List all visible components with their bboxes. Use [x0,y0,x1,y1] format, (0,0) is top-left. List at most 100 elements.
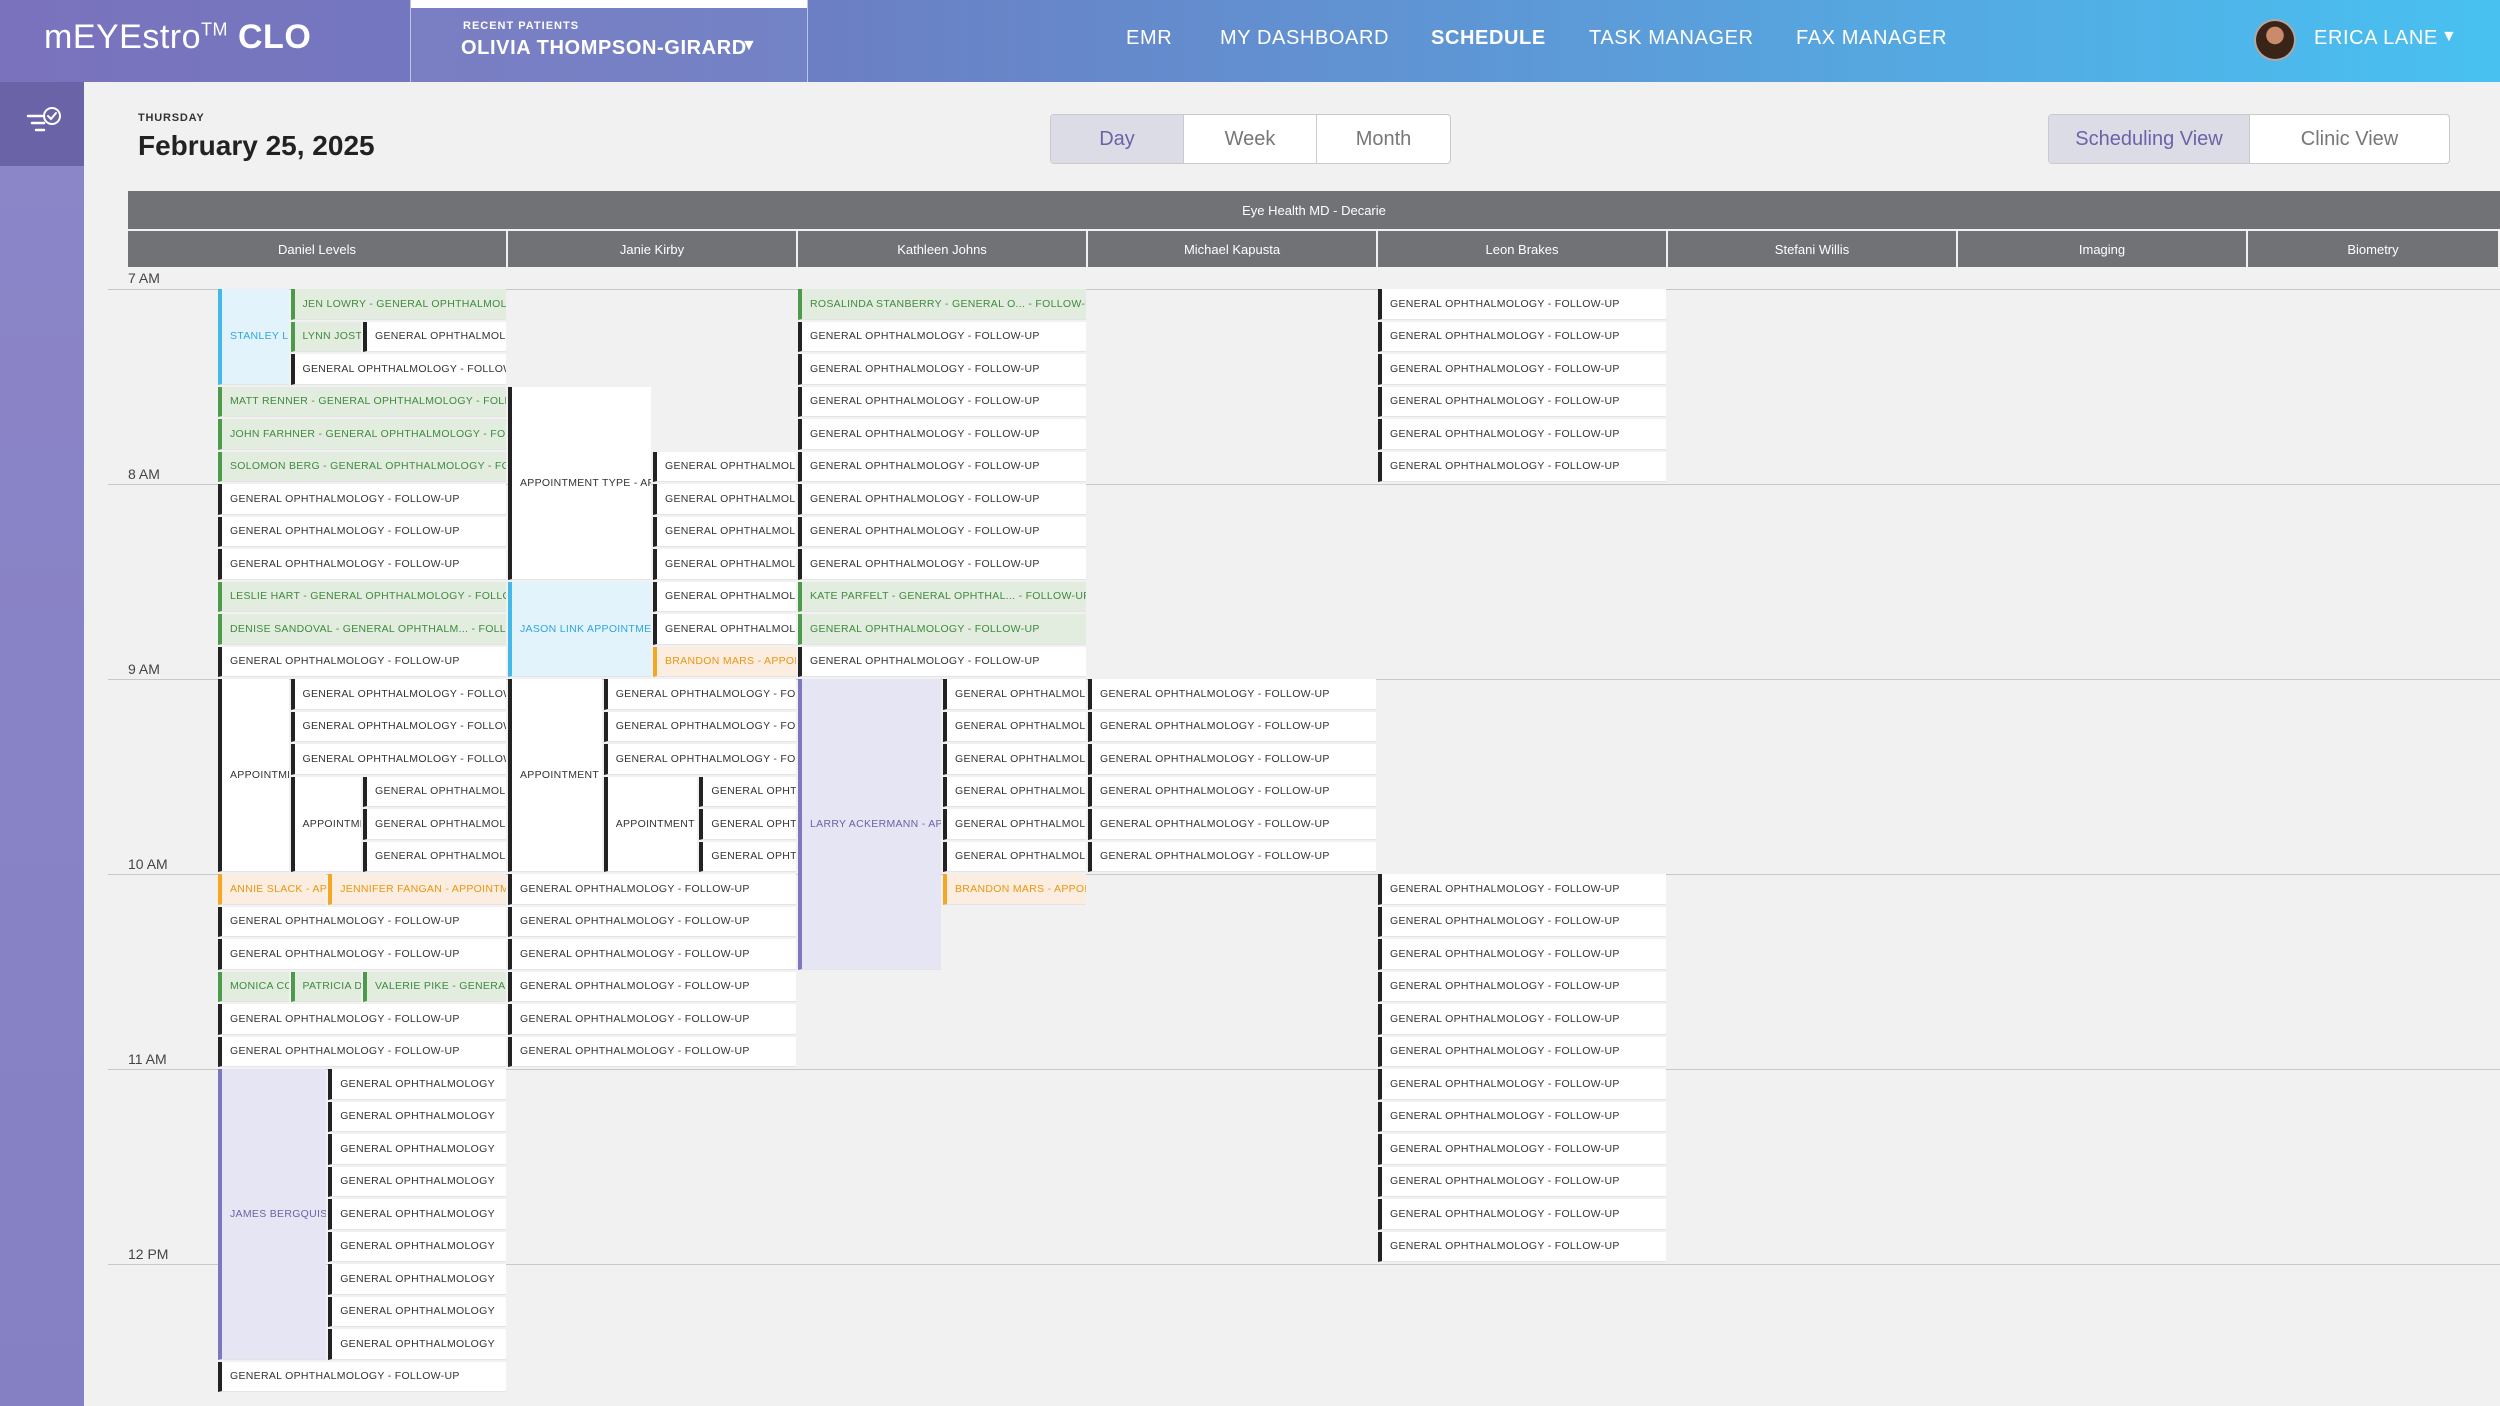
appointment-block[interactable]: GENERAL OPHTHALMOLOGY [653,614,796,645]
column-header-imaging[interactable]: Imaging [1958,231,2248,267]
appointment-block[interactable]: GENERAL OPHTHALMOLOGY - FOLLOW-UP [1378,1036,1666,1067]
appointment-block[interactable]: APPOINTMENT TYPE [508,679,602,872]
appointment-block[interactable]: GENERAL OPHTHALMOLOGY - FOLLOW-UP [290,711,506,742]
nav-emr[interactable]: EMR [1126,27,1173,49]
nav-task-manager[interactable]: TASK MANAGER [1589,27,1754,49]
appointment-block[interactable]: GENERAL OPHTHALMOLOGY - FOLLOW-UP [1088,841,1376,872]
appointment-block[interactable]: GENERAL OPHTHALMOLOGY - FOLLOW-UP [1378,1134,1666,1165]
column-header-leon-brakes[interactable]: Leon Brakes [1378,231,1668,267]
appointment-block[interactable]: GENERAL OPHTHALMOLOGY - FOLLOW-UP [508,1036,796,1067]
appointment-block[interactable]: LYNN JOST - GENERAL OPHTHALMOLOGY [290,321,361,352]
appointment-block[interactable]: GENERAL OPHTHALMOLOGY - FOLLOW-UP [1378,354,1666,385]
appointment-block[interactable]: GENERAL OPHTHALMOLOGY - FOLLOW-UP [508,874,796,905]
appointment-block[interactable]: GENERAL OPHTHALMOLOGY [328,1329,506,1360]
appointment-block[interactable]: GENERAL OPHTHALMOLOGY [943,841,1086,872]
appointment-block[interactable]: GENERAL OPHTHALMOLOGY - FOLLOW-UP [290,354,506,385]
appointment-block[interactable]: GENERAL OPHTHALMOLOGY - FOLLOW-UP [218,939,506,970]
column-header-kathleen-johns[interactable]: Kathleen Johns [798,231,1088,267]
appointment-block[interactable]: GENERAL OPHTHALMOLOGY - FOLLOW-UP [1378,906,1666,937]
user-name[interactable]: ERICA LANE [2314,27,2438,49]
appointment-block[interactable]: GENERAL OPHTHALMOLOGY [328,1069,506,1100]
appointment-block[interactable]: GENERAL OPHTHALMOLOGY [328,1231,506,1262]
appointment-block[interactable]: GENERAL OPHTHALMOLOGY - FOLLOW-UP [798,386,1086,417]
appointment-block[interactable]: GENERAL OPHTHALMOLOGY - FOLLOW-UP [603,744,796,775]
appointment-block[interactable]: BRANDON MARS - APPOINTMENT [943,874,1086,905]
appointment-block[interactable]: GENERAL OPHTHALMOLOGY - FOLLOW-UP [1378,386,1666,417]
appointment-block[interactable]: JENNIFER FANGAN - APPOINTMENT [328,874,506,905]
appointment-block[interactable]: JOHN FARHNER - GENERAL OPHTHALMOLOGY - F… [218,419,506,450]
appointment-block[interactable]: GENERAL OPHTHALMOLOGY - FOLLOW-UP [290,679,506,710]
appointment-block[interactable]: GENERAL OPHTHALMOLOGY - FOLLOW-UP [798,354,1086,385]
appointment-block[interactable]: GENERAL OPHTHALMOLOGY - FOLLOW-UP [798,549,1086,580]
appointment-block[interactable]: APPOINTMENT TYPE [290,776,361,872]
appointment-block[interactable]: MONICA CONROY [218,971,289,1002]
scheduling-view-button[interactable]: Scheduling View [2049,115,2250,163]
appointment-block[interactable]: ROSALINDA STANBERRY - GENERAL O... - FOL… [798,289,1086,320]
appointment-block[interactable]: GENERAL OPHTHALMOLOGY [328,1296,506,1327]
appointment-block[interactable]: GENERAL OPHTHALMOLOGY [328,1166,506,1197]
appointment-block[interactable]: GENERAL OPHTHALMOLOGY - FOLLOW-UP [1088,809,1376,840]
nav-my-dashboard[interactable]: MY DASHBOARD [1220,27,1390,49]
appointment-block[interactable]: GENERAL OPHTHALMOLOGY - FOLLOW-UP [1378,1231,1666,1262]
appointment-block[interactable]: JASON LINK APPOINTMENT [508,581,651,677]
appointment-block[interactable]: GENERAL OPHTHALMOLOGY - FOLLOW-UP [1378,451,1666,482]
app-logo[interactable]: mEYEstroTM CLO [44,18,311,57]
appointment-block[interactable]: GENERAL OPHTHALMOLOGY - FOLLOW-UP [798,614,1086,645]
appointment-block[interactable]: GENERAL OPHTHALMOLOGY - FOLLOW-UP [1378,1101,1666,1132]
appointment-block[interactable]: GENERAL OPHTHALMOLOGY - FOLLOW-UP [1378,971,1666,1002]
appointment-block[interactable]: GENERAL OPHTHALMOLOGY - FOLLOW-UP [1378,939,1666,970]
appointment-block[interactable]: GENERAL OPHTHALMOLOGY - FOLLOW-UP [603,679,796,710]
appointment-block[interactable]: GENERAL OPHTHALMOLOGY - FOLLOW-UP [798,484,1086,515]
appointment-block[interactable]: JEN LOWRY - GENERAL OPHTHALMOLOGY - FOLL… [290,289,506,320]
appointment-block[interactable]: GENERAL OPHTHALMOLOGY [943,744,1086,775]
appointment-block[interactable]: GENERAL OPHTHALMOLOGY - FOLLOW-UP [218,1361,506,1392]
user-menu-chevron-down-icon[interactable]: ▼ [2441,28,2457,45]
range-week-button[interactable]: Week [1184,115,1317,163]
appointment-block[interactable]: GENERAL OPHTHALMOLOGY - FOLLOW-UP [1088,711,1376,742]
appointment-block[interactable]: STANLEY LEE - APPOINTMENT TYPE [218,289,289,385]
appointment-block[interactable]: GENERAL OPHTHALMOLOGY - FOLLOW-UP [1378,1004,1666,1035]
appointment-block[interactable]: GENERAL OPHTHALMOLOGY - FOLLOW-UP [218,549,506,580]
appointment-block[interactable]: GENERAL OPHTHALMOLOGY [699,841,796,872]
column-header-stefani-willis[interactable]: Stefani Willis [1668,231,1958,267]
appointment-block[interactable]: GENERAL OPHTHALMOLOGY [943,711,1086,742]
appointment-block[interactable]: GENERAL OPHTHALMOLOGY - FOLLOW-UP [218,1004,506,1035]
column-header-biometry[interactable]: Biometry [2248,231,2500,267]
appointment-block[interactable]: GENERAL OPHTHALMOLOGY - FOLLOW-UP [1378,289,1666,320]
nav-schedule[interactable]: SCHEDULE [1431,27,1546,49]
appointment-block[interactable]: MATT RENNER - GENERAL OPHTHALMOLOGY - FO… [218,386,506,417]
appointment-block[interactable]: DENISE SANDOVAL - GENERAL OPHTHALM... - … [218,614,506,645]
recent-patients-dropdown[interactable]: RECENT PATIENTS OLIVIA THOMPSON-GIRARD ▼ [410,0,808,82]
appointment-block[interactable]: GENERAL OPHTHALMOLOGY - FOLLOW-UP [508,939,796,970]
column-header-michael-kapusta[interactable]: Michael Kapusta [1088,231,1378,267]
appointment-block[interactable]: BRANDON MARS - APPOINTMENT [653,646,796,677]
appointment-block[interactable]: GENERAL OPHTHALMOLOGY [363,841,506,872]
appointment-block[interactable]: GENERAL OPHTHALMOLOGY [653,516,796,547]
appointment-block[interactable]: GENERAL OPHTHALMOLOGY - FOLLOW-UP [798,321,1086,352]
appointment-block[interactable]: GENERAL OPHTHALMOLOGY - FOLLOW-UP [1088,776,1376,807]
appointment-block[interactable]: GENERAL OPHTHALMOLOGY - FOLLOW-UP [1378,1166,1666,1197]
column-header-janie-kirby[interactable]: Janie Kirby [508,231,798,267]
appointment-block[interactable]: GENERAL OPHTHALMOLOGY - FOLLOW-UP [218,906,506,937]
appointment-block[interactable]: GENERAL OPHTHALMOLOGY - FOLLOW-UP [218,1036,506,1067]
appointment-block[interactable]: GENERAL OPHTHALMOLOGY [363,809,506,840]
appointment-block[interactable]: GENERAL OPHTHALMOLOGY [653,581,796,612]
appointment-block[interactable]: GENERAL OPHTHALMOLOGY - FOLLOW-UP [1088,679,1376,710]
appointment-block[interactable]: GENERAL OPHTHALMOLOGY - FOLLOW-UP [218,516,506,547]
appointment-block[interactable]: GENERAL OPHTHALMOLOGY - FOLLOW-UP [508,906,796,937]
appointment-block[interactable]: GENERAL OPHTHALMOLOGY - FOLLOW-UP [603,711,796,742]
appointment-block[interactable]: JAMES BERGQUIST - APPOINTMENT [218,1069,327,1360]
appointment-block[interactable]: GENERAL OPHTHALMOLOGY [943,776,1086,807]
appointment-block[interactable]: GENERAL OPHTHALMOLOGY [943,679,1086,710]
appointment-block[interactable]: ANNIE SLACK - APPOINTMENT [218,874,327,905]
appointment-block[interactable]: GENERAL OPHTHALMOLOGY - FOLLOW-UP [798,516,1086,547]
appointment-block[interactable]: APPOINTMENT TYPE [603,776,698,872]
appointment-block[interactable]: GENERAL OPHTHALMOLOGY [328,1101,506,1132]
appointment-block[interactable]: GENERAL OPHTHALMOLOGY [943,809,1086,840]
appointment-block[interactable]: LESLIE HART - GENERAL OPHTHALMOLOGY - FO… [218,581,506,612]
appointment-block[interactable]: GENERAL OPHTHALMOLOGY - FOLLOW-UP [1378,419,1666,450]
appointment-block[interactable]: GENERAL OPHTHALMOLOGY - FOLLOW-UP [1378,321,1666,352]
appointment-block[interactable]: APPOINTMENT TYPE - APPOINTMENT [508,386,651,580]
appointment-block[interactable]: GENERAL OPHTHALMOLOGY - FOLLOW-UP [1088,744,1376,775]
appointment-block[interactable]: GENERAL OPHTHALMOLOGY - FOLLOW-UP [290,744,506,775]
